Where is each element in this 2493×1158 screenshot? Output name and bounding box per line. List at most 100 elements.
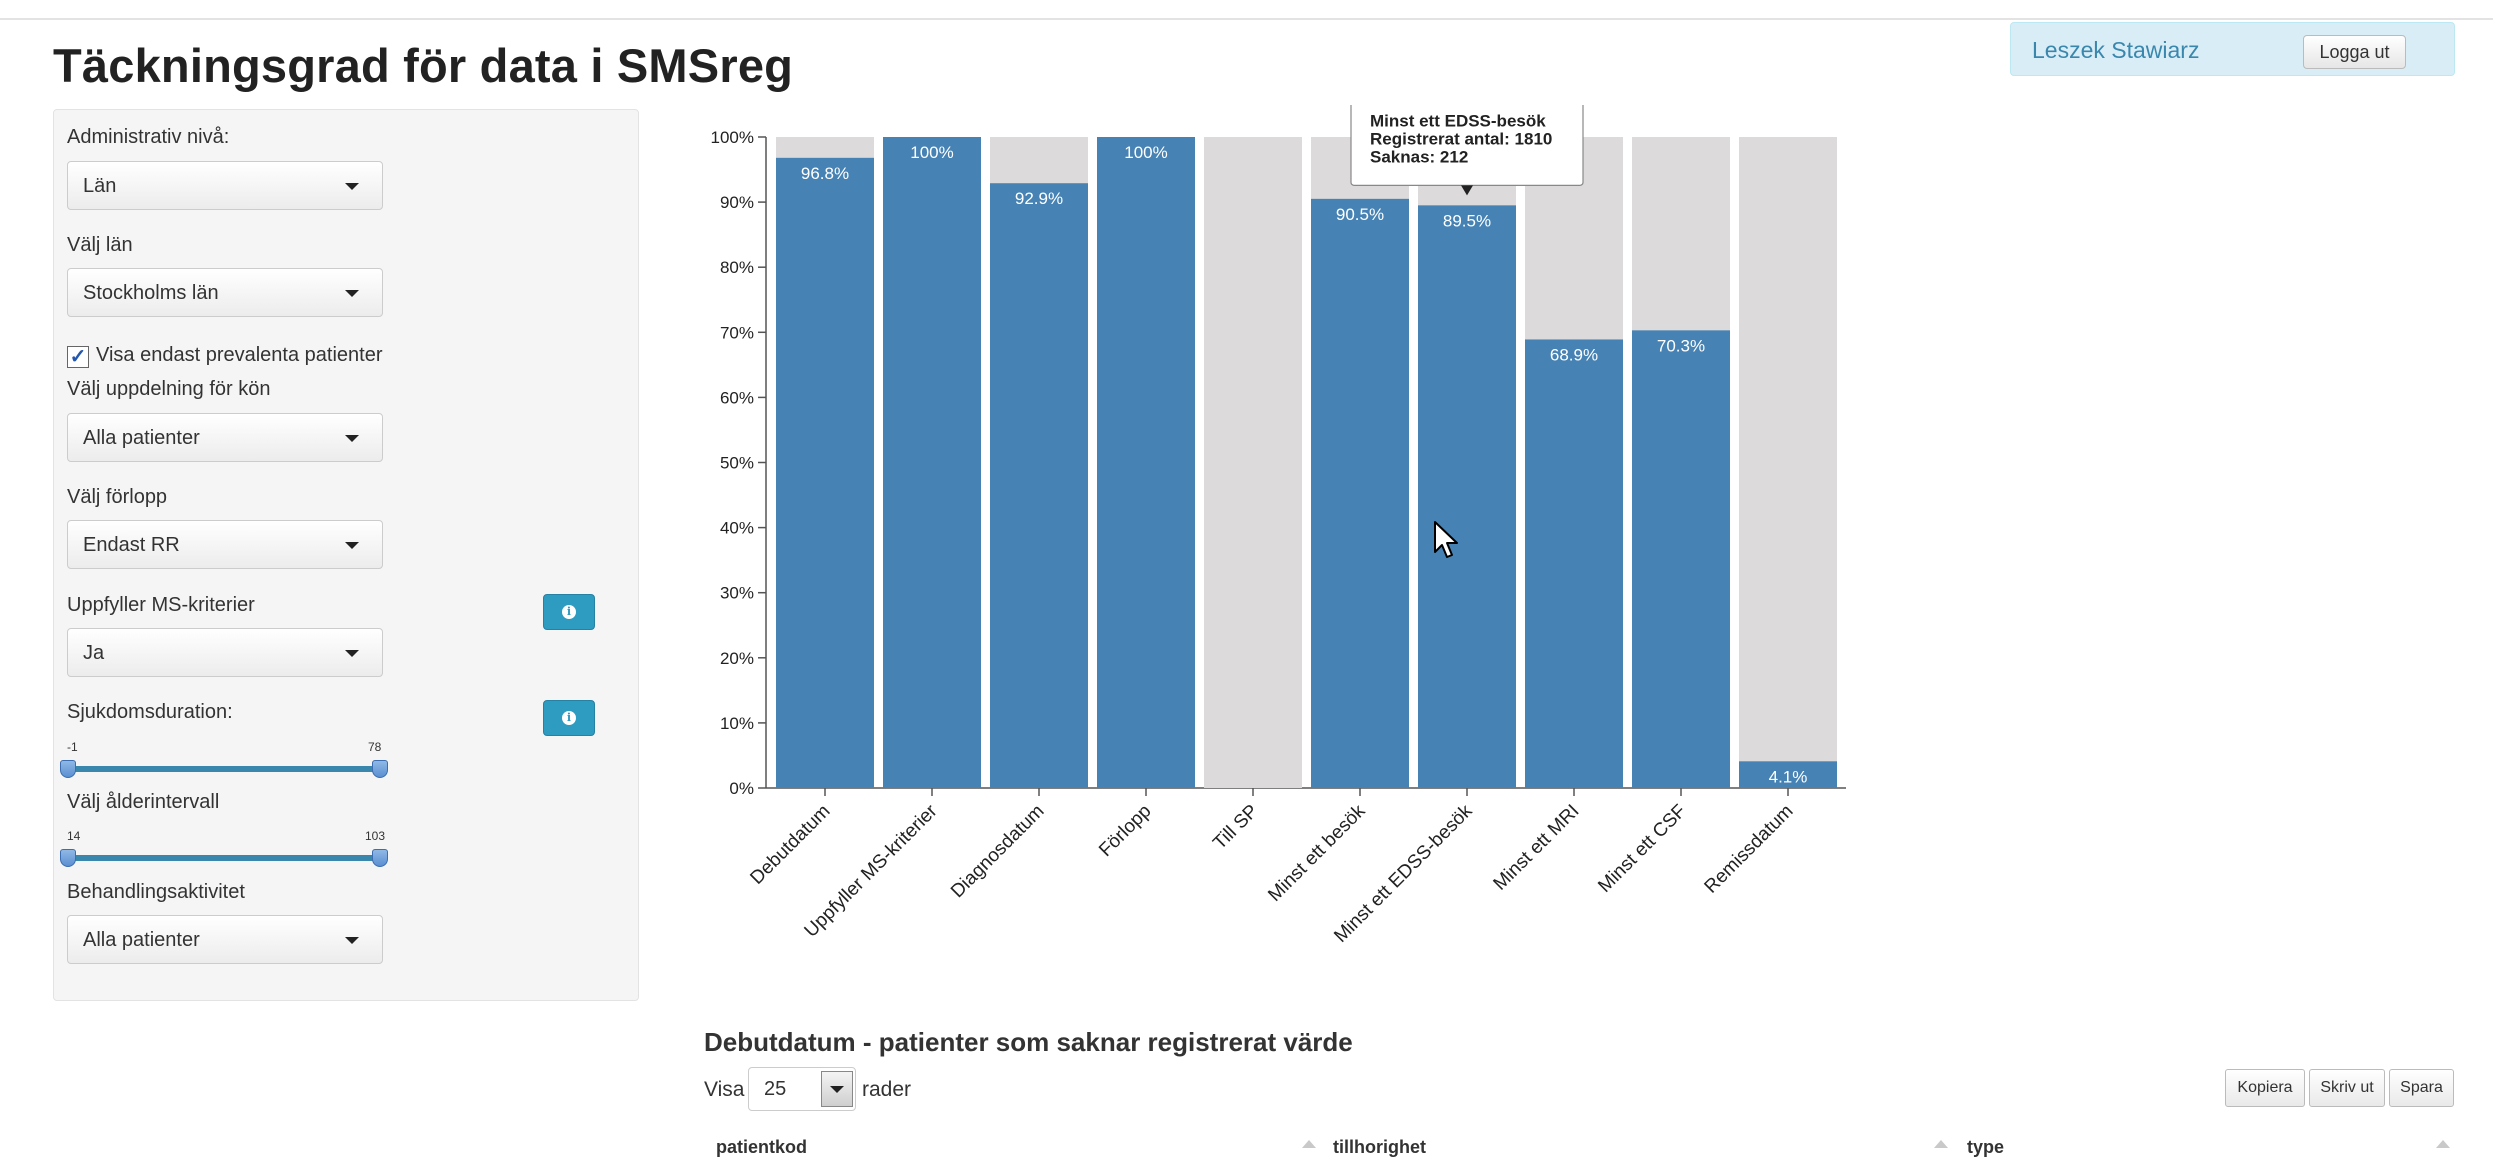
age-interval-label: Välj ålderintervall <box>67 791 220 813</box>
column-header-patientkod[interactable]: patientkod <box>716 1137 808 1157</box>
county-value: Stockholms län <box>83 282 219 304</box>
bar-filled <box>1739 761 1837 788</box>
age-slider-track[interactable] <box>67 855 386 861</box>
column-header-tillhorighet[interactable]: tillhorighet <box>1333 1137 1426 1157</box>
y-tick-label: 30% <box>720 584 754 603</box>
mouse-pointer-icon <box>1434 521 1458 558</box>
treatment-value: Alla patienter <box>83 929 200 951</box>
copy-button[interactable]: Kopiera <box>2225 1069 2305 1107</box>
table-section-title: Debutdatum - patienter som saknar regist… <box>704 1027 1353 1057</box>
tooltip-pointer <box>1461 185 1473 196</box>
bar-value-label: 100% <box>1124 143 1167 162</box>
bar-filled <box>990 183 1088 788</box>
x-tick-label: Till SP <box>1209 801 1262 854</box>
county-label: Välj län <box>67 234 133 256</box>
bar-filled <box>776 157 874 788</box>
age-slider-max-handle[interactable] <box>372 849 388 867</box>
age-slider-min-handle[interactable] <box>60 849 76 867</box>
show-label: Visa <box>704 1078 745 1101</box>
bar-value-label: 100% <box>910 143 953 162</box>
y-tick-label: 60% <box>720 388 754 407</box>
save-button[interactable]: Spara <box>2389 1069 2454 1107</box>
print-button[interactable]: Skriv ut <box>2309 1069 2385 1107</box>
x-tick-label: Debutdatum <box>746 801 834 889</box>
page-title: Täckningsgrad för data i SMSreg <box>53 39 794 92</box>
admin-level-value: Län <box>83 175 117 197</box>
sort-asc-icon[interactable] <box>2436 1140 2450 1148</box>
duration-info-button[interactable]: i <box>543 700 595 736</box>
bar-missing <box>1739 137 1837 788</box>
bar-value-label: 70.3% <box>1657 336 1705 355</box>
y-tick-label: 10% <box>720 714 754 733</box>
rows-label: rader <box>862 1078 912 1101</box>
gender-split-select[interactable]: Alla patienter <box>67 413 383 462</box>
chevron-down-icon <box>345 435 359 442</box>
info-icon: i <box>562 605 576 619</box>
chevron-down-icon <box>345 290 359 297</box>
duration-slider-min-handle[interactable] <box>60 760 76 778</box>
chevron-down-icon <box>830 1086 844 1093</box>
course-select[interactable]: Endast RR <box>67 520 383 569</box>
bar-value-label: 4.1% <box>1769 767 1808 786</box>
age-max-value: 103 <box>365 829 386 843</box>
duration-label: Sjukdomsduration: <box>67 701 233 723</box>
chevron-down-icon <box>345 650 359 657</box>
bar-filled <box>1311 198 1409 789</box>
duration-slider-track[interactable] <box>67 766 386 772</box>
x-tick-label: Minst ett CSF <box>1594 801 1690 897</box>
sort-asc-icon[interactable] <box>1302 1140 1316 1148</box>
top-divider <box>0 18 2493 20</box>
bar-filled <box>883 137 981 788</box>
course-value: Endast RR <box>83 534 180 556</box>
y-tick-label: 20% <box>720 649 754 668</box>
ms-criteria-select[interactable]: Ja <box>67 628 383 677</box>
prevalent-checkbox-label: Visa endast prevalenta patienter <box>96 344 383 366</box>
tooltip-line: Registrerat antal: 1810 <box>1370 129 1552 148</box>
chevron-down-icon <box>345 542 359 549</box>
info-icon: i <box>562 711 576 725</box>
page-length-value: 25 <box>764 1078 787 1100</box>
admin-level-select[interactable]: Län <box>67 161 383 210</box>
county-select[interactable]: Stockholms län <box>67 268 383 317</box>
chevron-down-icon <box>345 937 359 944</box>
tooltip-line: Minst ett EDSS-besök <box>1370 111 1546 130</box>
gender-split-value: Alla patienter <box>83 427 200 449</box>
y-tick-label: 50% <box>720 454 754 473</box>
y-tick-label: 100% <box>711 128 754 147</box>
duration-max-value: 78 <box>368 740 382 754</box>
age-min-value: 14 <box>67 829 81 843</box>
chevron-down-icon <box>345 183 359 190</box>
coverage-bar-chart: 0% 10% 20% 30% 40% 50% 60% 70% 80% 90% 100% 96.8% De… <box>711 105 1846 947</box>
gender-split-label: Välj uppdelning för kön <box>67 378 271 400</box>
bar-filled <box>1525 339 1623 788</box>
prevalent-checkbox[interactable]: ✓ <box>67 346 89 368</box>
bar-value-label: 68.9% <box>1550 345 1598 364</box>
x-tick-label: Minst ett MRI <box>1490 801 1584 895</box>
sort-asc-icon[interactable] <box>1934 1140 1948 1148</box>
ms-criteria-info-button[interactable]: i <box>543 594 595 630</box>
tooltip-box <box>1350 105 1584 186</box>
bar-filled <box>1418 205 1516 789</box>
column-header-type[interactable]: type <box>1967 1137 2005 1157</box>
bar-filled <box>1632 330 1730 788</box>
tooltip-line: Saknas: 212 <box>1370 147 1468 166</box>
bar-value-label: 96.8% <box>801 164 849 183</box>
y-tick-label: 70% <box>720 323 754 342</box>
treatment-label: Behandlingsaktivitet <box>67 881 245 903</box>
logout-button[interactable]: Logga ut <box>2303 35 2406 69</box>
bar-value-label: 92.9% <box>1015 189 1063 208</box>
duration-min-value: -1 <box>67 740 78 754</box>
duration-slider-max-handle[interactable] <box>372 760 388 778</box>
page-length-select[interactable]: 25 <box>748 1067 856 1111</box>
user-name: Leszek Stawiarz <box>2032 37 2200 63</box>
treatment-select[interactable]: Alla patienter <box>67 915 383 964</box>
ms-criteria-label: Uppfyller MS-kriterier <box>67 594 255 616</box>
user-panel: Leszek Stawiarz Logga ut <box>2010 22 2455 76</box>
ms-criteria-value: Ja <box>83 642 105 664</box>
y-tick-label: 0% <box>729 779 754 798</box>
y-tick-label: 40% <box>720 519 754 538</box>
x-tick-label: Diagnosdatum <box>947 801 1048 902</box>
x-tick-label: Remissdatum <box>1701 801 1798 898</box>
page-length-dropdown-button[interactable] <box>821 1071 853 1107</box>
